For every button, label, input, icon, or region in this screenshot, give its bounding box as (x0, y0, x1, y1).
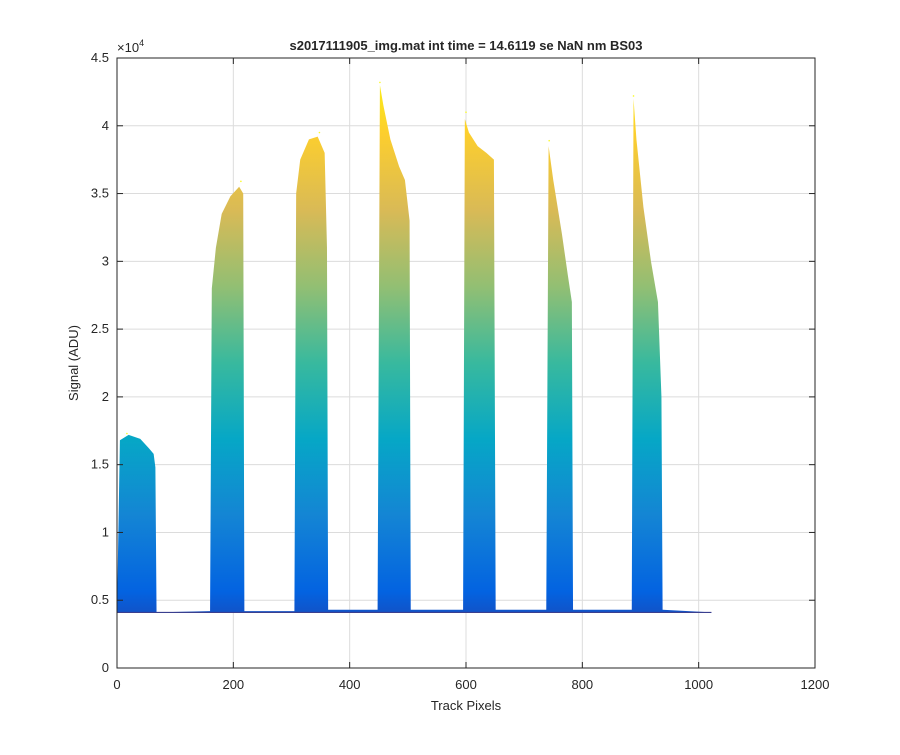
y-tick-label: 0 (102, 660, 109, 675)
y-exponent-power: 4 (139, 38, 144, 48)
x-axis-ticks: 0 200 400 600 800 1000 1200 (113, 58, 829, 692)
chart-title: s2017111905_img.mat int time = 14.6119 s… (289, 38, 642, 53)
x-axis-label: Track Pixels (431, 698, 502, 713)
y-exponent-label: ×104 (117, 38, 144, 55)
peak-points (126, 81, 635, 435)
x-tick-label: 600 (455, 677, 477, 692)
peak-point (548, 139, 550, 142)
signal-area (117, 85, 712, 613)
peak-point (126, 432, 128, 435)
x-tick-label: 200 (222, 677, 244, 692)
peak-point (379, 81, 381, 84)
y-tick-label: 3 (102, 253, 109, 268)
y-tick-label: 1.5 (91, 457, 109, 472)
x-tick-label: 0 (113, 677, 120, 692)
y-axis-label: Signal (ADU) (66, 325, 81, 401)
peak-point (240, 180, 242, 183)
x-tick-label: 400 (339, 677, 361, 692)
y-tick-label: 4 (102, 118, 109, 133)
y-axis-ticks: 0 0.5 1 1.5 2 2.5 3 3.5 4 4.5 (91, 50, 815, 675)
y-tick-label: 1 (102, 524, 109, 539)
y-tick-label: 2.5 (91, 321, 109, 336)
peak-point (632, 95, 635, 97)
x-tick-label: 800 (571, 677, 593, 692)
y-tick-label: 2 (102, 389, 109, 404)
peak-point (318, 131, 321, 134)
peak-point (465, 111, 467, 114)
y-tick-label: 4.5 (91, 50, 109, 65)
x-tick-label: 1000 (684, 677, 713, 692)
y-exponent-base: ×10 (117, 40, 139, 55)
x-tick-label: 1200 (801, 677, 830, 692)
y-tick-label: 0.5 (91, 592, 109, 607)
y-tick-label: 3.5 (91, 186, 109, 201)
